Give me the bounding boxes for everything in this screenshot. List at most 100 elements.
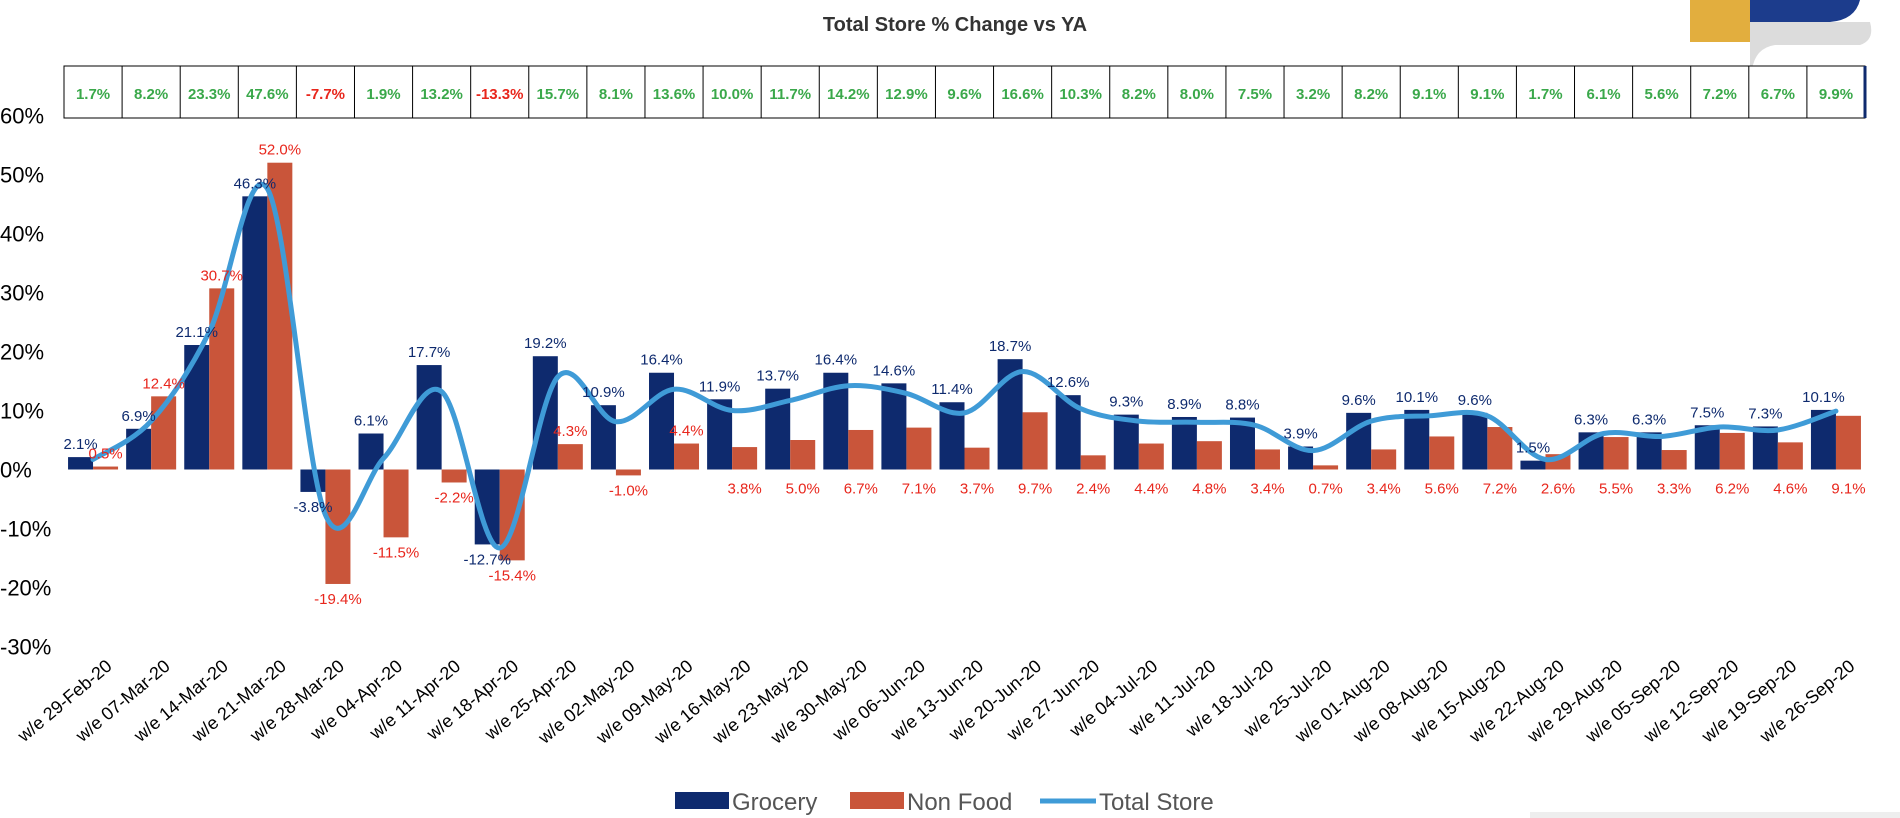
- total-store-value: 7.2%: [1703, 86, 1737, 103]
- non-food-data-label: 0.5%: [88, 446, 122, 463]
- grocery-data-labels: 2.1% 6.9% 21.1% 46.3% -3.8% 6.1% 17.7% -12.7% 19…: [63, 175, 1844, 568]
- non-food-bar: [964, 447, 990, 470]
- non-food-bar: [1313, 465, 1339, 470]
- chart-title: Total Store % Change vs YA: [823, 14, 1087, 36]
- grocery-data-label: 1.5%: [1516, 440, 1550, 457]
- grocery-bar: [1752, 426, 1778, 470]
- non-food-bar: [674, 443, 700, 470]
- grocery-data-label: 11.9%: [699, 378, 740, 395]
- non-food-bar: [1254, 449, 1280, 470]
- grocery-bar: [68, 457, 94, 470]
- total-store-value: 23.3%: [188, 86, 231, 103]
- grocery-bar: [1694, 425, 1720, 470]
- total-store-value: 8.2%: [1122, 86, 1156, 103]
- non-food-bar: [1371, 449, 1397, 470]
- non-food-bar: [209, 288, 235, 470]
- grocery-data-label: 13.7%: [756, 368, 799, 385]
- summary-row-frame: [63, 65, 1866, 119]
- non-food-data-label: 12.4%: [142, 375, 185, 392]
- grocery-bar: [1113, 414, 1139, 470]
- total-store-value: 9.9%: [1819, 86, 1853, 103]
- total-store-value: 9.1%: [1470, 86, 1504, 103]
- grocery-data-label: 9.6%: [1342, 392, 1376, 409]
- non-food-bar: [1603, 437, 1629, 470]
- grocery-data-label: 18.7%: [989, 338, 1032, 355]
- non-food-data-label: 30.7%: [200, 267, 243, 284]
- y-tick-label: -10%: [0, 517, 51, 542]
- non-food-bar: [615, 469, 641, 476]
- total-store-value: 8.2%: [1354, 86, 1388, 103]
- non-food-data-labels: 0.5% 12.4% 30.7% 52.0% -19.4% -11.5% -2.2% -15.…: [88, 142, 1865, 608]
- non-food-bar: [93, 466, 119, 470]
- non-food-data-label: 2.6%: [1541, 481, 1575, 498]
- total-store-value: 6.7%: [1761, 86, 1795, 103]
- grocery-bar: [184, 345, 210, 470]
- total-store-value: 13.6%: [653, 86, 696, 103]
- total-store-value: 11.7%: [769, 86, 811, 103]
- non-food-bar: [1138, 443, 1164, 470]
- grocery-bar: [881, 383, 907, 470]
- grocery-data-label: 3.9%: [1283, 425, 1317, 442]
- non-food-data-label: 4.4%: [669, 423, 703, 440]
- grocery-data-label: 8.9%: [1167, 396, 1201, 413]
- non-food-data-label: 3.8%: [728, 481, 762, 498]
- non-food-data-label: 3.7%: [960, 481, 994, 498]
- non-food-data-label: 52.0%: [259, 142, 302, 159]
- non-food-data-label: 5.5%: [1599, 481, 1633, 498]
- x-tick-label: w/e 23-May-20: [708, 656, 813, 748]
- non-food-data-label: 3.3%: [1657, 481, 1691, 498]
- total-store-value: 5.6%: [1645, 86, 1679, 103]
- x-tick-label: w/e 09-May-20: [592, 656, 697, 748]
- grocery-data-label: 21.1%: [175, 324, 218, 341]
- non-food-bar: [1080, 455, 1106, 470]
- y-tick-label: 60%: [0, 104, 44, 129]
- non-food-data-label: 5.0%: [786, 481, 820, 498]
- grocery-data-label: 8.8%: [1225, 397, 1259, 414]
- non-food-data-label: 4.3%: [553, 423, 587, 440]
- total-store-value: 13.2%: [420, 86, 463, 103]
- total-store-value: 8.1%: [599, 86, 633, 103]
- grocery-bar: [1462, 412, 1488, 470]
- non-food-bar: [848, 429, 874, 470]
- non-food-data-label: 0.7%: [1308, 481, 1342, 498]
- non-food-data-label: 6.2%: [1715, 481, 1749, 498]
- grocery-data-label: 10.1%: [1396, 389, 1439, 406]
- grocery-data-label: 6.3%: [1574, 411, 1608, 428]
- grocery-data-label: 11.4%: [931, 381, 972, 398]
- non-food-bar: [1661, 450, 1687, 470]
- total-store-value: 3.2%: [1296, 86, 1330, 103]
- grocery-data-label: 2.1%: [63, 436, 97, 453]
- legend-label-total-store: Total Store: [1099, 789, 1214, 816]
- non-food-data-label: 2.4%: [1076, 481, 1110, 498]
- non-food-series: [93, 162, 1861, 584]
- non-food-data-label: -15.4%: [488, 567, 536, 584]
- non-food-bar: [732, 447, 758, 470]
- total-store-value: 8.2%: [134, 86, 168, 103]
- x-tick-label: w/e 02-May-20: [534, 656, 639, 748]
- y-tick-label: -30%: [0, 635, 51, 660]
- grocery-data-label: -12.7%: [463, 551, 511, 568]
- non-food-data-label: 4.4%: [1134, 481, 1168, 498]
- grocery-data-label: 10.1%: [1802, 389, 1845, 406]
- grocery-bar: [242, 196, 268, 470]
- non-food-bar: [557, 444, 583, 470]
- non-food-data-label: 5.6%: [1425, 481, 1459, 498]
- non-food-bar: [1022, 412, 1048, 470]
- grocery-data-label: 17.7%: [408, 344, 451, 361]
- x-tick-label: w/e 16-May-20: [650, 656, 755, 748]
- y-tick-label: 40%: [0, 222, 44, 247]
- total-store-value: 7.5%: [1238, 86, 1272, 103]
- grocery-data-label: 12.6%: [1047, 374, 1090, 391]
- grocery-bar: [1171, 416, 1197, 470]
- grocery-data-label: 19.2%: [524, 335, 567, 352]
- total-store-value: -7.7%: [306, 86, 345, 103]
- grocery-data-label: 7.5%: [1690, 404, 1724, 421]
- total-store-line: [90, 182, 1839, 551]
- total-store-value: 15.7%: [537, 86, 580, 103]
- total-store-value: 14.2%: [827, 86, 870, 103]
- non-food-bar: [267, 162, 293, 470]
- total-store-value: 16.6%: [1001, 86, 1044, 103]
- non-food-data-label: -19.4%: [314, 591, 362, 608]
- non-food-bar: [906, 427, 932, 470]
